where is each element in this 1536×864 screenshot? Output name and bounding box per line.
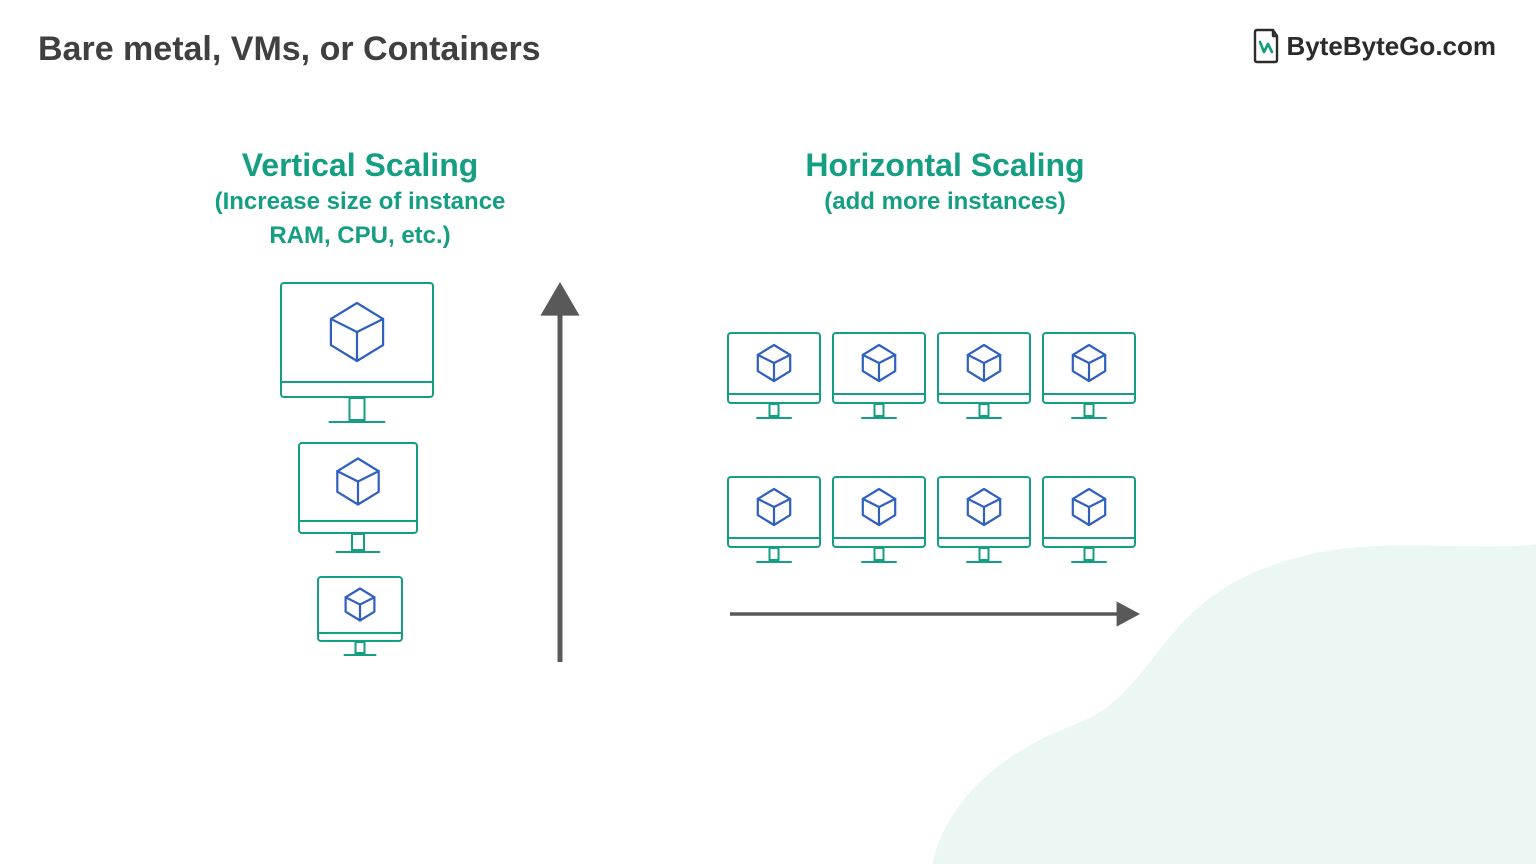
page-title: Bare metal, VMs, or Containers [38,30,541,69]
cube-icon-h12 [968,489,1000,525]
cube-icon-h03 [1073,345,1105,381]
horizontal-scaling-heading: Horizontal Scaling (add more instances) [760,148,1130,217]
cube-icon-h02 [968,345,1000,381]
brand-icon [1251,28,1281,64]
vertical-arrow [527,282,593,662]
cube-icon-h11 [863,489,895,525]
vertical-scaling-title: Vertical Scaling [200,148,520,183]
horizontal-arrow [730,591,1140,637]
vertical-computer-2 [317,576,403,663]
vertical-computer-1 [298,442,418,560]
cube-icon-v0 [331,303,383,361]
horizontal-computer-r0-c2 [937,332,1031,426]
brand-logo: ByteByteGo.com [1251,28,1497,64]
horizontal-computer-r1-c0 [727,476,821,570]
horizontal-computer-r1-c2 [937,476,1031,570]
vertical-scaling-subtitle-line1: (Increase size of instance [200,187,520,217]
vertical-computer-0 [280,282,434,430]
cube-icon-v2 [346,589,375,621]
cube-icon-h13 [1073,489,1105,525]
horizontal-scaling-subtitle: (add more instances) [760,187,1130,217]
vertical-scaling-subtitle-line2: RAM, CPU, etc.) [200,221,520,251]
brand-text: ByteByteGo.com [1287,31,1497,62]
horizontal-computer-r1-c3 [1042,476,1136,570]
vertical-scaling-heading: Vertical Scaling (Increase size of insta… [200,148,520,251]
cube-icon-h10 [758,489,790,525]
horizontal-computer-r1-c1 [832,476,926,570]
horizontal-computer-r0-c0 [727,332,821,426]
cube-icon-h01 [863,345,895,381]
horizontal-scaling-title: Horizontal Scaling [760,148,1130,183]
cube-icon-v1 [337,459,378,505]
horizontal-computer-r0-c1 [832,332,926,426]
horizontal-computer-r0-c3 [1042,332,1136,426]
cube-icon-h00 [758,345,790,381]
